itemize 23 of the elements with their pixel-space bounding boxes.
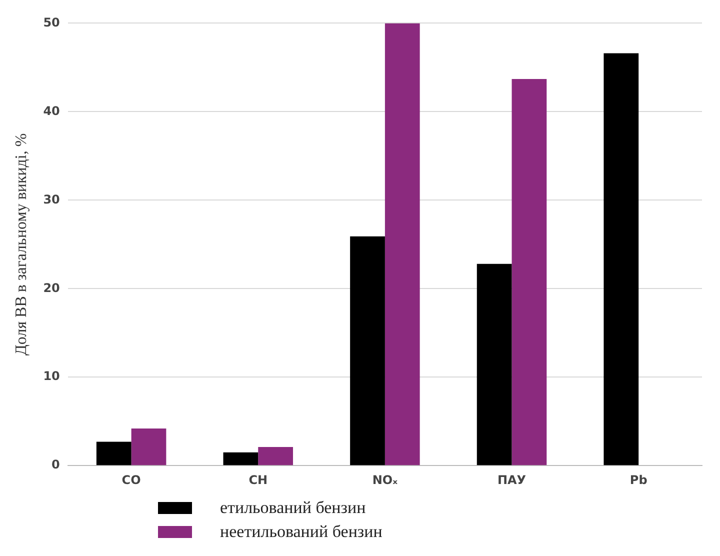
y-tick-label: 30 — [43, 192, 60, 206]
bar — [131, 428, 166, 466]
y-tick-label: 0 — [52, 458, 60, 472]
bar — [223, 452, 258, 466]
y-tick-label: 20 — [43, 280, 60, 295]
bar — [96, 442, 132, 466]
bar — [350, 236, 385, 466]
x-tick-label: NOₓ — [372, 472, 398, 487]
x-tick-label: Pb — [630, 472, 648, 487]
legend-label: етильований бензин — [220, 498, 366, 518]
y-tick-label: 50 — [43, 15, 60, 30]
bar — [476, 264, 512, 466]
x-tick-label: CO — [122, 472, 141, 487]
legend-label: неетильований бензин — [220, 522, 382, 542]
bar — [258, 447, 294, 466]
bar — [604, 53, 639, 466]
x-tick-label: CH — [248, 472, 268, 487]
bar — [384, 23, 420, 466]
bar — [512, 78, 547, 466]
y-axis-title: Доля ВВ в загальному викиді, % — [12, 133, 30, 356]
y-tick-label: 40 — [43, 104, 60, 118]
x-tick-label: ПАУ — [497, 472, 526, 487]
y-tick-label: 10 — [43, 369, 60, 384]
